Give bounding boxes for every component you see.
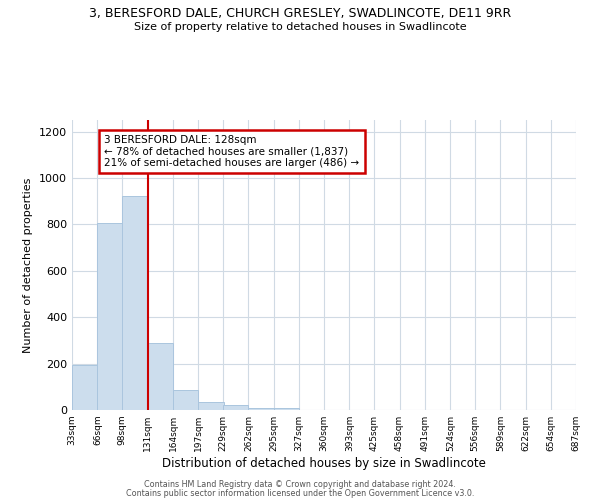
Bar <box>122 196 148 410</box>
X-axis label: Distribution of detached houses by size in Swadlincote: Distribution of detached houses by size … <box>162 457 486 470</box>
Bar <box>223 406 248 410</box>
Text: Size of property relative to detached houses in Swadlincote: Size of property relative to detached ho… <box>134 22 466 32</box>
Y-axis label: Number of detached properties: Number of detached properties <box>23 178 34 352</box>
Text: Contains public sector information licensed under the Open Government Licence v3: Contains public sector information licen… <box>126 488 474 498</box>
Text: 3 BERESFORD DALE: 128sqm
← 78% of detached houses are smaller (1,837)
21% of sem: 3 BERESFORD DALE: 128sqm ← 78% of detach… <box>104 135 359 168</box>
Bar <box>173 390 199 410</box>
Bar <box>72 365 97 410</box>
Text: 3, BERESFORD DALE, CHURCH GRESLEY, SWADLINCOTE, DE11 9RR: 3, BERESFORD DALE, CHURCH GRESLEY, SWADL… <box>89 8 511 20</box>
Bar <box>199 402 224 410</box>
Bar <box>274 408 299 410</box>
Bar <box>248 408 274 410</box>
Bar <box>97 222 123 410</box>
Text: Contains HM Land Registry data © Crown copyright and database right 2024.: Contains HM Land Registry data © Crown c… <box>144 480 456 489</box>
Bar <box>148 343 173 410</box>
